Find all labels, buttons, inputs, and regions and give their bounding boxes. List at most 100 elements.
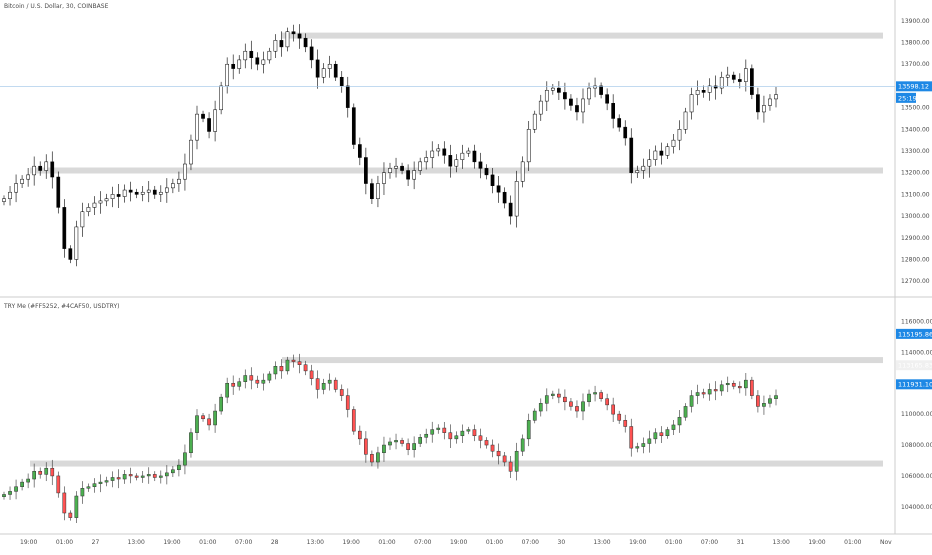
top-candle-body	[478, 161, 483, 169]
top-candle-body	[297, 33, 302, 39]
bottom-zone-0	[282, 357, 883, 364]
bottom-candle-body	[92, 483, 97, 487]
bottom-candle-body	[659, 432, 664, 437]
x-tick-label: 07:00	[522, 539, 539, 546]
top-candle-body	[8, 191, 12, 199]
top-candle-body	[110, 194, 115, 199]
bottom-candle-body	[279, 365, 284, 372]
top-candle-body	[623, 126, 628, 139]
x-tick-label: 19:00	[20, 539, 37, 546]
bottom-candle-body	[737, 386, 742, 389]
x-tick-label: 13:00	[128, 539, 145, 546]
top-candle-body	[520, 161, 525, 182]
top-candle-body	[207, 118, 211, 132]
bottom-candle-body	[303, 364, 308, 372]
bottom-candle-body	[14, 486, 18, 492]
bottom-candle-body	[575, 406, 579, 412]
bottom-panel-title: TRY Me (#FF5252, #4CAF50, USDTRY)	[4, 303, 120, 310]
top-ytick-12900: 12900.00	[901, 235, 930, 242]
top-candle-body	[177, 178, 181, 184]
x-tick-label: 07:00	[414, 539, 431, 546]
bottom-candle-body	[550, 393, 555, 396]
top-candle-body	[484, 168, 489, 176]
bottom-candle-body	[2, 494, 6, 497]
top-candle-body	[737, 79, 742, 82]
bottom-candle-body	[617, 413, 622, 421]
x-tick-label: 28	[271, 539, 279, 546]
top-candle-body	[158, 191, 163, 195]
top-candle-body	[315, 59, 320, 78]
bottom-candle-body	[8, 491, 12, 495]
bottom-candle-body	[134, 475, 139, 478]
top-zone-0	[282, 32, 883, 39]
top-candle-body	[436, 148, 441, 152]
bottom-ytick-116000: 116000.00	[901, 318, 932, 325]
top-candle-body	[213, 109, 217, 132]
top-candle-body	[635, 170, 640, 173]
top-candle-body	[514, 181, 519, 217]
bottom-candle-body	[164, 472, 169, 477]
bottom-candle-body	[448, 432, 453, 440]
bottom-candle-body	[183, 452, 187, 466]
top-candle-body	[526, 129, 531, 163]
bottom-candle-body	[701, 392, 706, 395]
top-ytick-13700: 13700.00	[901, 61, 930, 68]
x-tick-label: 13:00	[773, 539, 790, 546]
x-tick-label: 19:00	[629, 539, 646, 546]
top-candle-body	[532, 113, 537, 130]
top-candle-body	[695, 90, 700, 95]
bottom-candle-body	[623, 420, 628, 427]
top-candle-body	[152, 189, 157, 195]
bottom-candle-body	[38, 471, 43, 475]
top-candle-body	[671, 139, 676, 147]
top-candle-body	[659, 150, 664, 156]
top-candle-body	[291, 31, 296, 35]
top-candle-body	[587, 87, 591, 100]
top-candle-body	[128, 189, 133, 193]
bottom-candle-body	[128, 474, 133, 477]
top-candle-body	[38, 165, 43, 171]
top-candle-body	[62, 207, 67, 249]
top-candle-body	[731, 74, 736, 80]
bottom-zone-1	[30, 460, 883, 467]
bottom-candle-body	[768, 398, 772, 404]
x-tick-label: 01:00	[199, 539, 216, 546]
top-ytick-13300: 13300.00	[901, 148, 930, 155]
top-candle-body	[617, 118, 622, 128]
bottom-candle-body	[569, 401, 573, 407]
top-candle-body	[321, 68, 326, 78]
top-candle-body	[593, 85, 597, 89]
bottom-candle-body	[466, 429, 471, 432]
top-candle-body	[345, 85, 350, 108]
bottom-candle-body	[611, 404, 616, 415]
bottom-candle-body	[382, 444, 386, 454]
bottom-candle-body	[146, 474, 151, 477]
bottom-candle-body	[219, 396, 223, 412]
top-candle-body	[171, 183, 175, 189]
bottom-candle-body	[774, 395, 778, 399]
bottom-candle-body	[370, 454, 374, 463]
bottom-ytick-106000: 106000.00	[901, 473, 932, 480]
bottom-candle-body	[189, 432, 193, 454]
bottom-candle-body	[32, 471, 37, 480]
bottom-candle-body	[743, 379, 748, 389]
top-candle-body	[400, 165, 404, 171]
top-ytick-13800: 13800.00	[901, 40, 930, 47]
top-ytick-12700: 12700.00	[901, 278, 930, 285]
bottom-candle-body	[683, 406, 688, 418]
bottom-candle-body	[158, 475, 163, 478]
top-candle-body	[599, 85, 603, 95]
top-candle-body	[774, 94, 778, 100]
top-candle-body	[189, 139, 193, 165]
top-candle-body	[20, 178, 24, 184]
bottom-candle-body	[309, 370, 314, 379]
top-candle-body	[261, 59, 266, 65]
x-tick-label: 19:00	[450, 539, 467, 546]
bottom-candle-body	[653, 432, 658, 440]
bottom-candle-body	[635, 446, 640, 449]
bottom-candle-body	[695, 392, 700, 396]
top-candle-body	[237, 59, 242, 69]
bottom-candle-body	[177, 464, 181, 471]
